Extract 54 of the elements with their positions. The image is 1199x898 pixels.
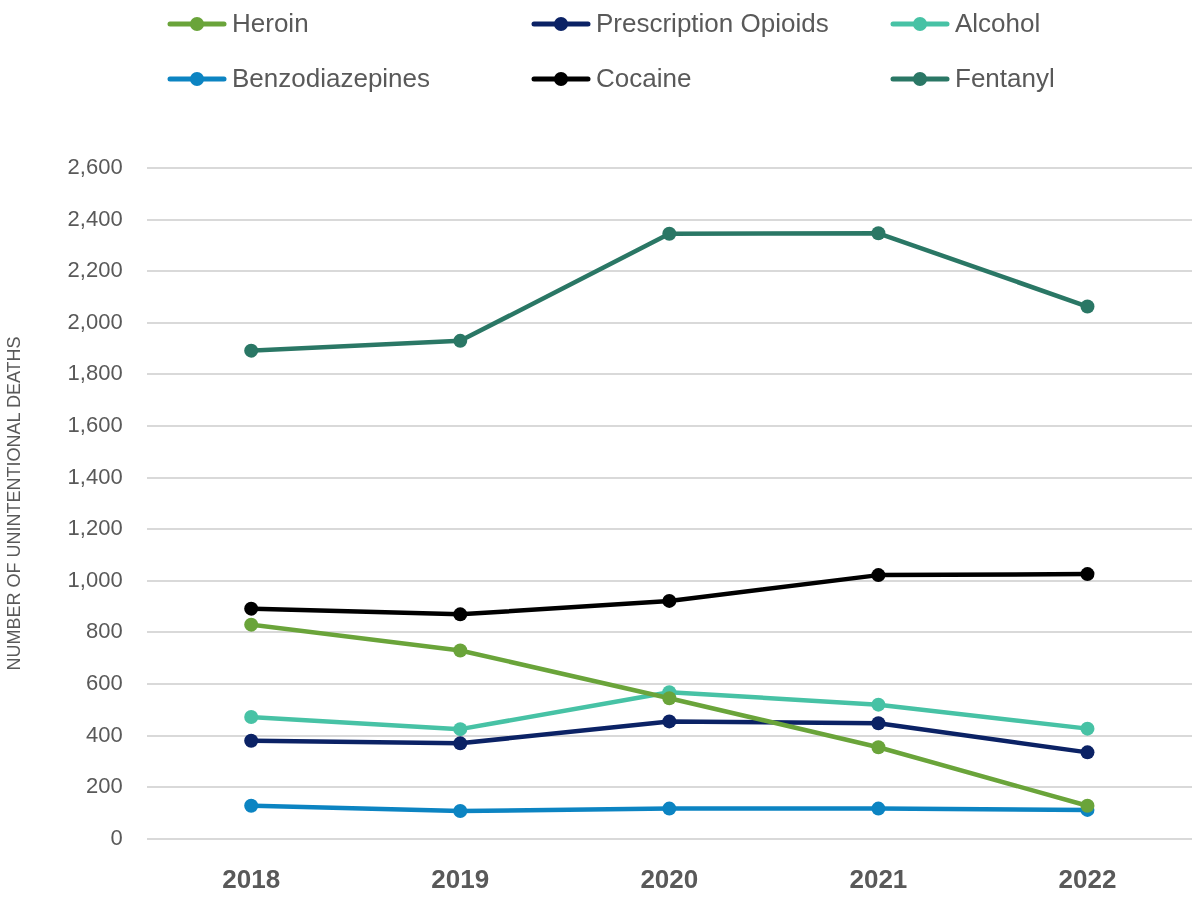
point — [662, 714, 677, 729]
point — [662, 801, 677, 816]
x-tick-label: 2021 — [849, 863, 908, 894]
legend-label: Prescription Opioids — [596, 8, 829, 39]
legend-label: Cocaine — [596, 63, 692, 94]
point — [871, 801, 886, 816]
point — [244, 343, 259, 358]
point — [244, 617, 259, 632]
y-tick-label: 2,400 — [67, 205, 123, 231]
y-tick-label: 2,600 — [67, 154, 123, 180]
y-tick-label: 1,600 — [67, 412, 123, 438]
x-tick-label: 2019 — [431, 863, 490, 894]
point — [1080, 745, 1095, 760]
y-tick-label: 0 — [110, 824, 123, 850]
point — [1080, 798, 1095, 813]
point — [871, 740, 886, 755]
point — [1080, 299, 1095, 314]
legend-label: Alcohol — [955, 8, 1041, 39]
point — [871, 697, 886, 712]
point — [244, 601, 259, 616]
point — [871, 716, 886, 731]
point — [662, 593, 677, 608]
point — [453, 803, 468, 818]
y-tick-label: 2,200 — [67, 257, 123, 283]
y-axis-title: NUMBER OF UNINTENTIONAL DEATHS — [3, 336, 24, 671]
y-tick-label: 400 — [85, 721, 123, 747]
point — [662, 226, 677, 241]
point — [453, 643, 468, 658]
y-tick-label: 1,000 — [67, 566, 123, 592]
y-tick-label: 600 — [85, 670, 123, 696]
legend-label: Heroin — [232, 8, 309, 39]
point — [662, 691, 677, 706]
legend-label: Benzodiazepines — [232, 63, 431, 94]
point — [244, 733, 259, 748]
y-tick-label: 1,400 — [67, 463, 123, 489]
point — [244, 798, 259, 813]
y-tick-label: 800 — [85, 618, 123, 644]
x-tick-label: 2018 — [222, 863, 281, 894]
y-tick-label: 2,000 — [67, 308, 123, 334]
x-tick-label: 2022 — [1058, 863, 1117, 894]
y-tick-label: 200 — [85, 773, 123, 799]
y-tick-label: 1,800 — [67, 360, 123, 386]
x-tick-label: 2020 — [640, 863, 699, 894]
point — [453, 722, 468, 737]
point — [871, 568, 886, 583]
y-tick-label: 1,200 — [67, 515, 123, 541]
point — [453, 333, 468, 348]
point — [1080, 567, 1095, 582]
point — [244, 710, 259, 725]
point — [453, 736, 468, 751]
legend-label: Fentanyl — [955, 63, 1055, 94]
point — [453, 607, 468, 622]
point — [1080, 721, 1095, 736]
point — [871, 226, 886, 241]
